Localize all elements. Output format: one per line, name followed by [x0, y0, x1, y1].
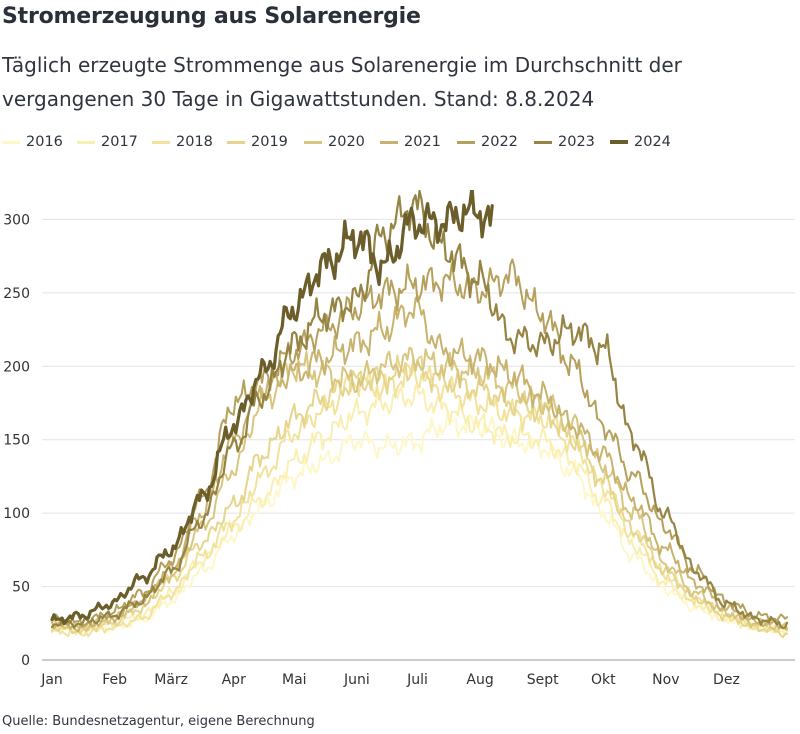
series-line-2019 — [51, 354, 788, 639]
legend-label-2018: 2018 — [176, 134, 213, 150]
legend-swatch-2021 — [380, 140, 398, 144]
y-tick-label-100: 100 — [3, 506, 30, 522]
y-tick-label-250: 250 — [3, 286, 30, 302]
series-line-2024 — [50, 190, 494, 626]
legend-item-2020: 2020 — [304, 132, 365, 152]
legend-label-2024: 2024 — [634, 134, 671, 150]
series-line-2020 — [51, 346, 788, 632]
legend-label-2020: 2020 — [328, 134, 365, 150]
series-line-2018 — [51, 363, 788, 638]
legend: 2016 2017 2018 2019 2020 2021 2022 2023 2024 — [0, 132, 800, 152]
y-tick-label-200: 200 — [3, 359, 30, 375]
legend-label-2021: 2021 — [404, 134, 441, 150]
y-tick-label-0: 0 — [21, 653, 30, 669]
legend-swatch-2024 — [610, 140, 628, 144]
x-tick-label-juni: Juni — [343, 672, 370, 688]
x-tick-label-feb: Feb — [102, 672, 127, 688]
legend-label-2022: 2022 — [481, 134, 518, 150]
legend-swatch-2018 — [152, 140, 170, 144]
legend-label-2023: 2023 — [558, 134, 595, 150]
x-tick-label-apr: Apr — [222, 672, 246, 688]
legend-label-2019: 2019 — [251, 134, 288, 150]
line-chart: 0 50 100 150 200 250 300 Jan Feb März Apr Mai Juni Ju… — [3, 190, 795, 688]
legend-item-2022: 2022 — [457, 132, 518, 152]
legend-swatch-2023 — [534, 140, 552, 144]
y-tick-label-300: 300 — [3, 212, 30, 228]
legend-item-2016: 2016 — [2, 132, 63, 152]
series-line-2023 — [50, 190, 789, 630]
x-tick-label-dez: Dez — [713, 672, 740, 688]
legend-swatch-2020 — [304, 140, 322, 144]
legend-item-2017: 2017 — [77, 132, 138, 152]
x-tick-label-mai: Mai — [282, 672, 307, 688]
x-tick-label-okt: Okt — [591, 672, 616, 688]
legend-item-2024: 2024 — [610, 132, 671, 152]
x-tick-label-juli: Juli — [406, 672, 428, 688]
x-tick-label-nov: Nov — [652, 672, 679, 688]
legend-item-2018: 2018 — [152, 132, 213, 152]
series-line-2022 — [51, 258, 788, 628]
legend-swatch-2019 — [227, 140, 245, 144]
x-tick-label-sept: Sept — [527, 672, 559, 688]
legend-swatch-2016 — [2, 140, 20, 144]
chart-title: Stromerzeugung aus Solarenergie — [2, 4, 421, 29]
legend-item-2023: 2023 — [534, 132, 595, 152]
legend-swatch-2017 — [77, 140, 95, 144]
y-tick-label-50: 50 — [12, 580, 30, 596]
x-tick-label-aug: Aug — [466, 672, 493, 688]
legend-item-2019: 2019 — [227, 132, 288, 152]
series-line-2016 — [51, 410, 788, 636]
x-tick-label-märz: März — [154, 672, 188, 688]
y-tick-label-150: 150 — [3, 433, 30, 449]
legend-item-2021: 2021 — [380, 132, 441, 152]
legend-label-2017: 2017 — [101, 134, 138, 150]
legend-label-2016: 2016 — [26, 134, 63, 150]
legend-swatch-2022 — [457, 140, 475, 144]
source-note: Quelle: Bundesnetzagentur, eigene Berech… — [2, 714, 315, 729]
chart-subtitle: Täglich erzeugte Strommenge aus Solarene… — [2, 53, 682, 111]
x-tick-label-jan: Jan — [40, 672, 63, 688]
